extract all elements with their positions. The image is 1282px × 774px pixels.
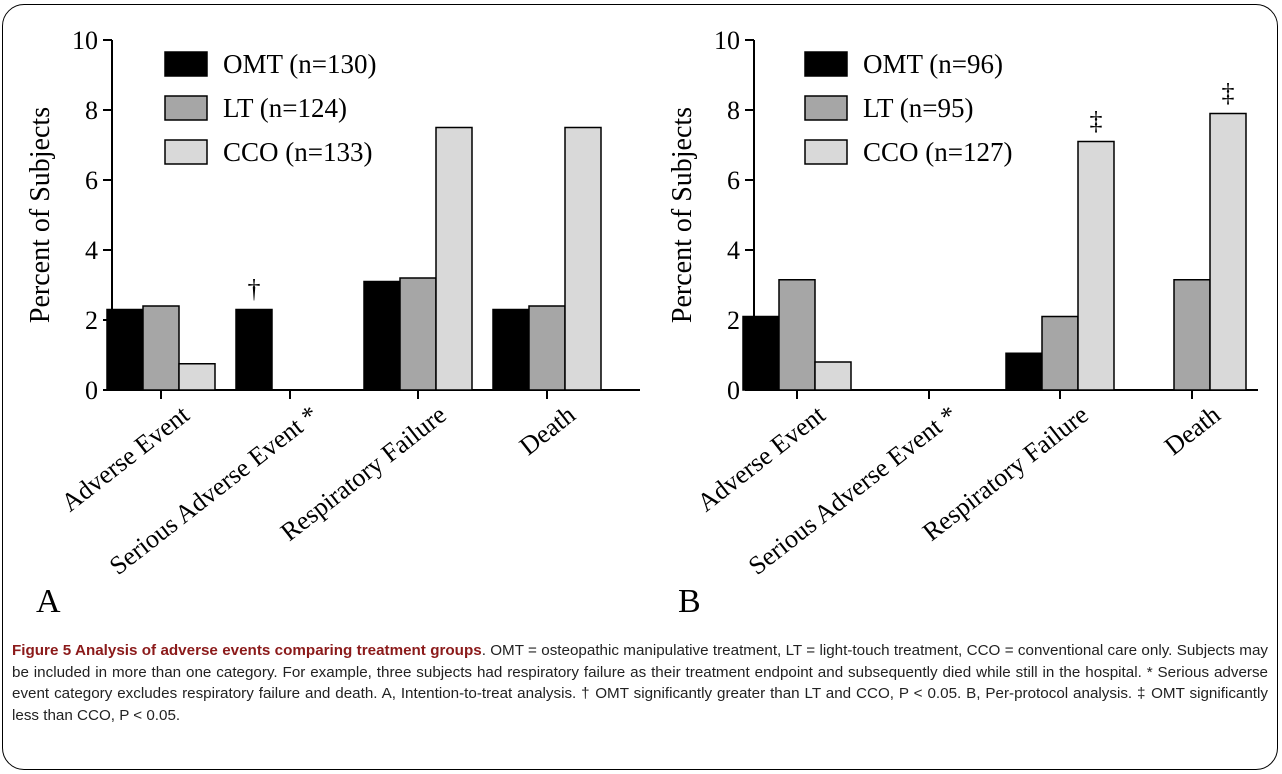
bar <box>528 305 566 391</box>
bar <box>1005 352 1043 391</box>
legend-swatch <box>164 51 208 77</box>
x-tick-label: Serious Adverse Event * <box>104 400 324 581</box>
caption-title: Figure 5 Analysis of adverse events comp… <box>12 642 482 659</box>
y-tick-label: 10 <box>72 26 98 55</box>
x-tick-label: Death <box>1159 400 1226 461</box>
y-tick-label: 4 <box>85 236 98 265</box>
bar <box>399 277 437 391</box>
panel-label: A <box>36 583 61 620</box>
bar <box>742 315 780 391</box>
legend-label: CCO (n=127) <box>863 137 1012 167</box>
y-tick-label: 6 <box>727 166 740 195</box>
figure-caption: Figure 5 Analysis of adverse events comp… <box>12 640 1268 726</box>
y-tick-label: 2 <box>85 306 98 335</box>
bar <box>778 279 816 391</box>
y-tick-label: 2 <box>727 306 740 335</box>
bar <box>814 361 852 391</box>
legend-swatch <box>164 95 208 121</box>
legend-swatch <box>804 139 848 165</box>
significance-marker: † <box>248 275 261 304</box>
legend-label: OMT (n=130) <box>223 49 376 79</box>
legend-swatch <box>164 139 208 165</box>
legend-label: LT (n=124) <box>223 93 347 123</box>
bar <box>363 280 401 391</box>
y-axis-label: Percent of Subjects <box>25 107 56 323</box>
legend-label: LT (n=95) <box>863 93 973 123</box>
x-tick-label: Adverse Event <box>692 399 832 517</box>
bar <box>235 308 273 391</box>
significance-marker: ‡ <box>1222 79 1235 108</box>
x-tick-label: Serious Adverse Event * <box>743 400 963 581</box>
legend-label: OMT (n=96) <box>863 49 1003 79</box>
panel-label: B <box>678 583 701 620</box>
bar <box>435 126 473 391</box>
bar <box>178 363 216 391</box>
y-tick-label: 8 <box>85 96 98 125</box>
y-tick-label: 6 <box>85 166 98 195</box>
x-tick-label: Death <box>514 400 581 461</box>
y-tick-label: 10 <box>714 26 740 55</box>
y-axis-label: Percent of Subjects <box>667 107 698 323</box>
y-tick-label: 0 <box>727 376 740 405</box>
bar <box>1173 279 1211 391</box>
bar <box>1041 315 1079 391</box>
y-tick-label: 0 <box>85 376 98 405</box>
y-tick-label: 8 <box>727 96 740 125</box>
bar <box>106 308 144 391</box>
bar <box>564 126 602 391</box>
x-tick-label: Adverse Event <box>56 399 196 517</box>
bar <box>1077 140 1115 391</box>
bar <box>492 308 530 391</box>
legend-swatch <box>804 51 848 77</box>
bar <box>142 305 180 391</box>
bar <box>1209 112 1247 391</box>
legend-swatch <box>804 95 848 121</box>
caption-body: . OMT = osteopathic manipulative treatme… <box>12 642 1268 724</box>
significance-marker: ‡ <box>1090 107 1103 136</box>
legend-label: CCO (n=133) <box>223 137 372 167</box>
y-tick-label: 4 <box>727 236 740 265</box>
